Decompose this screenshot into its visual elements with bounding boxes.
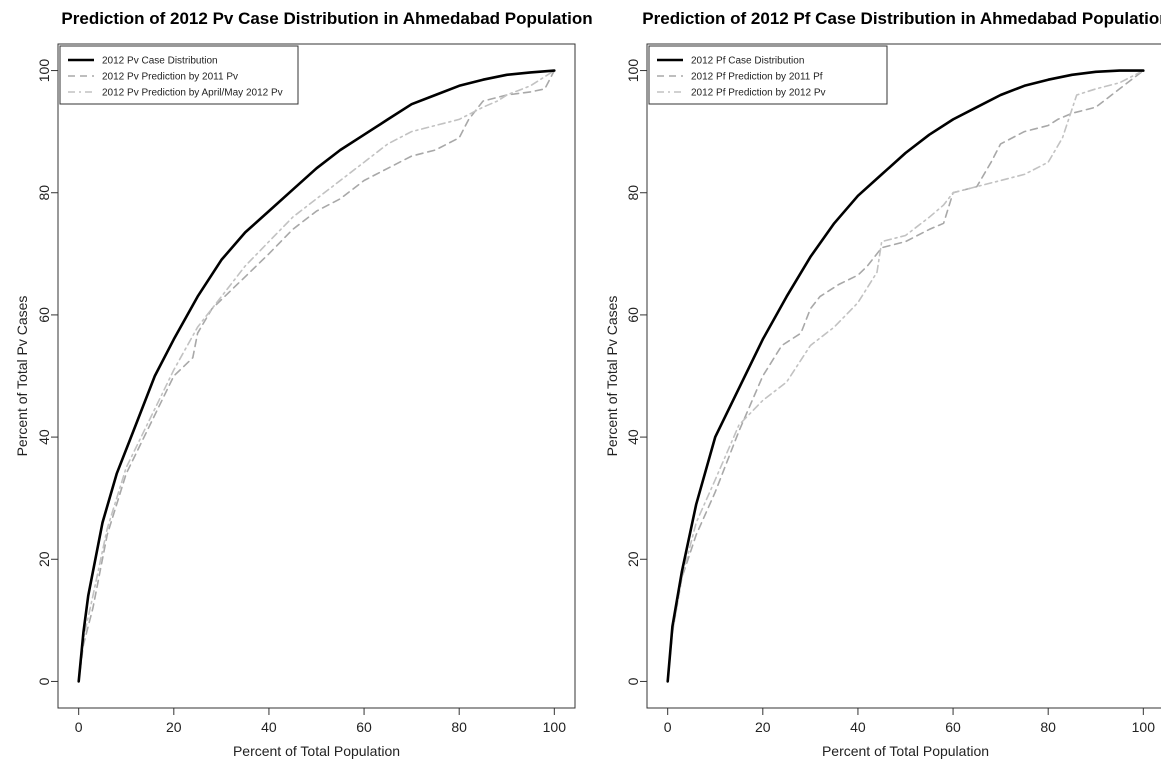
x-tick-label: 40 <box>850 719 866 735</box>
legend: 2012 Pv Case Distribution 2012 Pv Predict… <box>59 45 299 105</box>
chart-title: Prediction of 2012 Pf Case Distribution … <box>642 9 1161 28</box>
series-line-1 <box>666 69 1145 683</box>
legend-entry: 2012 Pf Prediction by 2011 Pf <box>691 72 823 83</box>
x-tick-label: 20 <box>755 719 771 735</box>
x-tick-label: 40 <box>261 719 277 735</box>
legend: 2012 Pf Case Distribution 2012 Pf Predict… <box>648 45 888 105</box>
y-tick-label: 100 <box>36 59 52 83</box>
x-tick-label: 100 <box>543 719 567 735</box>
x-tick-label: 20 <box>166 719 182 735</box>
x-tick-label: 0 <box>75 719 83 735</box>
series-line-3 <box>77 69 556 683</box>
x-axis-label: Percent of Total Population <box>822 743 989 759</box>
x-tick-label: 0 <box>664 719 672 735</box>
legend-entry: 2012 Pf Case Distribution <box>691 56 804 67</box>
legend-entry: 2012 Pv Case Distribution <box>102 56 218 67</box>
x-axis-label: Percent of Total Population <box>233 743 400 759</box>
y-tick-label: 60 <box>36 307 52 323</box>
x-tick-label: 80 <box>1040 719 1056 735</box>
x-tick-label: 60 <box>945 719 961 735</box>
legend-entry: 2012 Pv Prediction by 2011 Pv <box>102 72 238 83</box>
x-tick-label: 80 <box>451 719 467 735</box>
series-line-3 <box>666 69 1145 683</box>
legend-box <box>648 45 888 105</box>
series-line-1 <box>77 69 556 683</box>
y-tick-label: 100 <box>625 59 641 83</box>
legend-entry: 2012 Pf Prediction by 2012 Pv <box>691 88 826 99</box>
y-tick-label: 40 <box>625 429 641 445</box>
chart-panel-1: Prediction of 2012 Pv Case Distribution … <box>14 9 593 759</box>
plot-frame <box>57 43 576 709</box>
y-axis-label: Percent of Total Pv Cases <box>604 296 620 457</box>
legend-box <box>59 45 299 105</box>
series-line-2 <box>77 69 556 683</box>
series-line-2 <box>666 69 1145 683</box>
y-tick-label: 0 <box>625 677 641 685</box>
y-axis-label: Percent of Total Pv Cases <box>14 296 30 457</box>
y-tick-label: 80 <box>36 185 52 201</box>
x-tick-label: 100 <box>1132 719 1156 735</box>
y-tick-label: 20 <box>36 551 52 567</box>
chart-panel-2: Prediction of 2012 Pf Case Distribution … <box>604 9 1161 759</box>
y-tick-label: 40 <box>36 429 52 445</box>
y-tick-label: 20 <box>625 551 641 567</box>
y-tick-label: 0 <box>36 677 52 685</box>
legend-entry: 2012 Pv Prediction by April/May 2012 Pv <box>102 88 283 99</box>
y-tick-label: 80 <box>625 185 641 201</box>
plot-frame <box>646 43 1161 709</box>
chart-title: Prediction of 2012 Pv Case Distribution … <box>61 9 592 28</box>
x-tick-label: 60 <box>356 719 372 735</box>
y-tick-label: 60 <box>625 307 641 323</box>
